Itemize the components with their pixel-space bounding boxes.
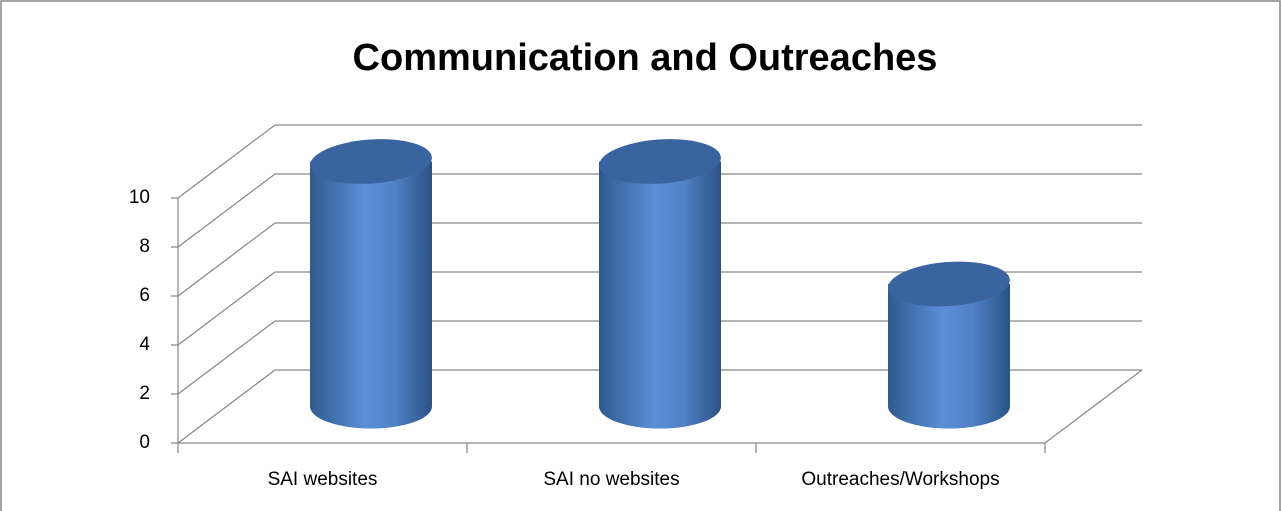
x-tick-label: SAI no websites [543, 469, 679, 490]
x-tick-label: Outreaches/Workshops [801, 469, 999, 490]
y-tick-label: 8 [139, 236, 150, 257]
grid-line [177, 271, 276, 346]
floor-edge [1044, 369, 1143, 444]
grid-line [177, 222, 276, 297]
grid-line [177, 173, 276, 248]
grid-line [177, 320, 276, 395]
bar [599, 161, 721, 429]
bar-top [599, 139, 721, 184]
grid-line [177, 124, 276, 199]
y-tick-label: 0 [139, 432, 150, 453]
bar-top [310, 139, 432, 184]
y-tick-label: 6 [139, 285, 150, 306]
bar [888, 284, 1010, 429]
x-tick-label: SAI websites [268, 469, 378, 490]
bar [310, 161, 432, 429]
bar-top [888, 261, 1010, 307]
y-tick-label: 2 [139, 383, 150, 404]
y-tick-label: 4 [139, 334, 150, 355]
grid-line [177, 369, 276, 444]
y-tick-label: 10 [129, 187, 150, 208]
chart-title: Communication and Outreaches [353, 37, 938, 79]
